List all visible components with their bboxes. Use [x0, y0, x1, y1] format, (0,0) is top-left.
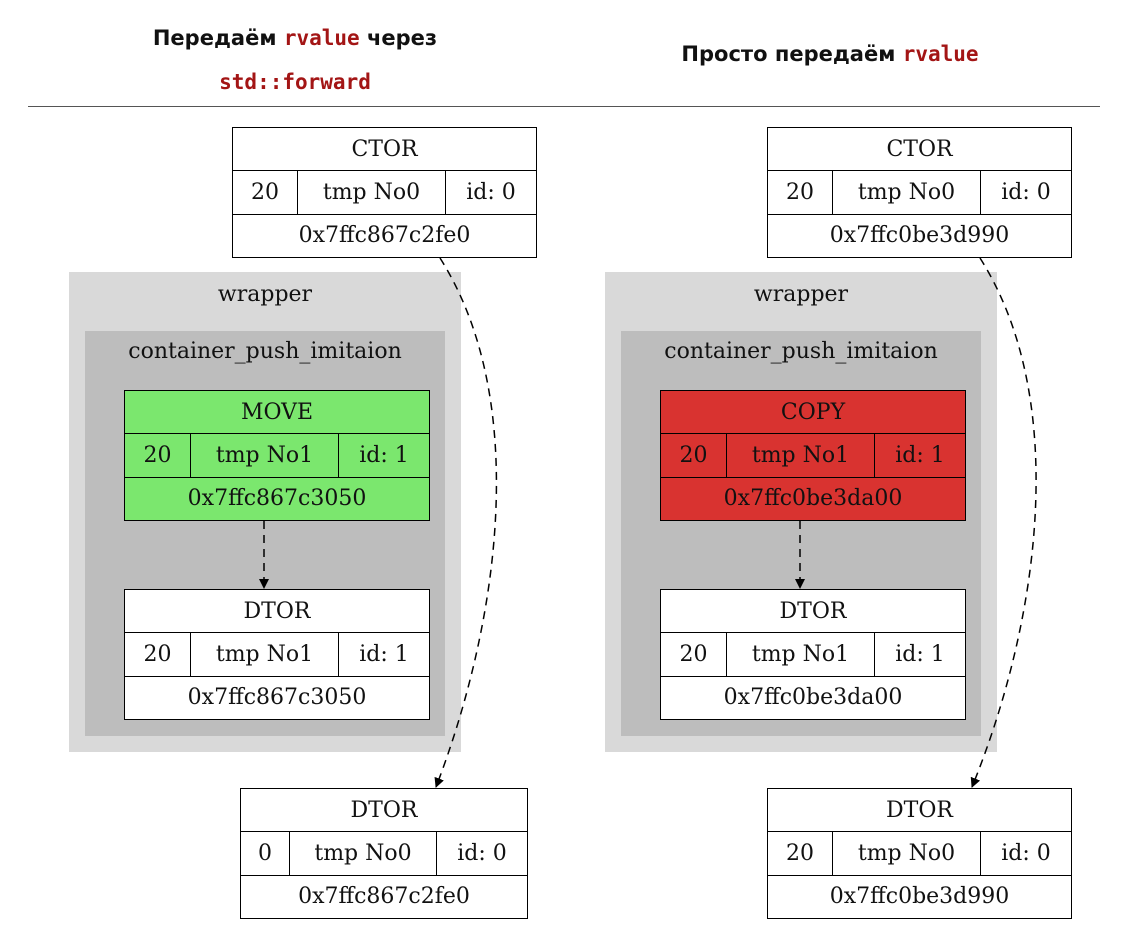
node-fields: 20 tmp No0 id: 0 — [233, 170, 536, 214]
right-inner-label: container_push_imitaion — [664, 339, 938, 364]
node-id: id: 1 — [874, 434, 965, 477]
node-address: 0x7ffc867c2fe0 — [241, 874, 527, 918]
left-header: Передаём rvalue через std::forward — [85, 16, 505, 104]
node-id: id: 1 — [338, 434, 429, 477]
node-title: MOVE — [240, 399, 314, 425]
node-title: CTOR — [351, 136, 418, 162]
left-header-code: rvalue — [283, 26, 360, 50]
left-header-code-2: std::forward — [219, 70, 371, 94]
left-header-text-after: через — [359, 26, 438, 50]
node-fields: 20 tmp No1 id: 1 — [661, 632, 965, 676]
node-title: COPY — [780, 399, 846, 425]
header-separator — [28, 106, 1100, 107]
node-address: 0x7ffc0be3da00 — [661, 675, 965, 719]
left-header-line-1: Передаём rvalue через — [85, 16, 505, 60]
left-move-node: MOVE 20 tmp No1 id: 1 0x7ffc867c3050 — [124, 390, 430, 521]
right-header-text: Просто передаём — [681, 42, 903, 66]
right-wrapper-label: wrapper — [753, 282, 849, 307]
right-copy-node: COPY 20 tmp No1 id: 1 0x7ffc0be3da00 — [660, 390, 966, 521]
node-value: 20 — [251, 179, 279, 205]
node-title: CTOR — [886, 136, 953, 162]
right-inner-dtor-node: DTOR 20 tmp No1 id: 1 0x7ffc0be3da00 — [660, 589, 966, 720]
node-value: 20 — [143, 641, 172, 667]
node-address: 0x7ffc867c2fe0 — [233, 213, 536, 257]
node-value: 20 — [679, 442, 708, 468]
node-id: id: 0 — [980, 171, 1071, 214]
node-address: 0x7ffc867c3050 — [125, 476, 429, 520]
node-value: 20 — [679, 641, 708, 667]
node-fields: 20 tmp No1 id: 1 — [125, 433, 429, 477]
node-name: tmp No1 — [726, 633, 874, 676]
node-title: DTOR — [886, 797, 953, 823]
left-outer-dtor-node: DTOR 0 tmp No0 id: 0 0x7ffc867c2fe0 — [240, 788, 528, 919]
node-id: id: 1 — [874, 633, 965, 676]
node-value: 20 — [786, 840, 814, 866]
node-fields: 20 tmp No1 id: 1 — [661, 433, 965, 477]
node-name: tmp No1 — [190, 633, 338, 676]
node-name: tmp No1 — [190, 434, 338, 477]
node-fields: 0 tmp No0 id: 0 — [241, 831, 527, 875]
right-header-code: rvalue — [902, 42, 979, 66]
node-id: id: 0 — [980, 832, 1071, 875]
node-title: DTOR — [350, 797, 418, 823]
node-title: DTOR — [779, 598, 847, 624]
right-ctor-node: CTOR 20 tmp No0 id: 0 0x7ffc0be3d990 — [767, 127, 1072, 258]
node-name: tmp No0 — [289, 832, 436, 875]
left-inner-label: container_push_imitaion — [128, 339, 402, 364]
node-id: id: 0 — [436, 832, 527, 875]
node-id: id: 1 — [338, 633, 429, 676]
node-address: 0x7ffc867c3050 — [125, 675, 429, 719]
node-name: tmp No0 — [832, 171, 980, 214]
node-id: id: 0 — [445, 171, 536, 214]
node-value: 20 — [143, 442, 172, 468]
node-name: tmp No1 — [726, 434, 874, 477]
node-title: DTOR — [243, 598, 311, 624]
left-header-text: Передаём — [152, 26, 284, 50]
node-value: 0 — [258, 840, 272, 866]
node-fields: 20 tmp No1 id: 1 — [125, 632, 429, 676]
node-value: 20 — [786, 179, 814, 205]
node-name: tmp No0 — [297, 171, 445, 214]
left-ctor-node: CTOR 20 tmp No0 id: 0 0x7ffc867c2fe0 — [232, 127, 537, 258]
node-address: 0x7ffc0be3d990 — [768, 213, 1071, 257]
node-fields: 20 tmp No0 id: 0 — [768, 831, 1071, 875]
node-name: tmp No0 — [832, 832, 980, 875]
node-address: 0x7ffc0be3da00 — [661, 476, 965, 520]
left-inner-dtor-node: DTOR 20 tmp No1 id: 1 0x7ffc867c3050 — [124, 589, 430, 720]
node-address: 0x7ffc0be3d990 — [768, 874, 1071, 918]
right-header: Просто передаём rvalue — [620, 32, 1040, 76]
right-outer-dtor-node: DTOR 20 tmp No0 id: 0 0x7ffc0be3d990 — [767, 788, 1072, 919]
node-fields: 20 tmp No0 id: 0 — [768, 170, 1071, 214]
left-wrapper-label: wrapper — [217, 282, 313, 307]
